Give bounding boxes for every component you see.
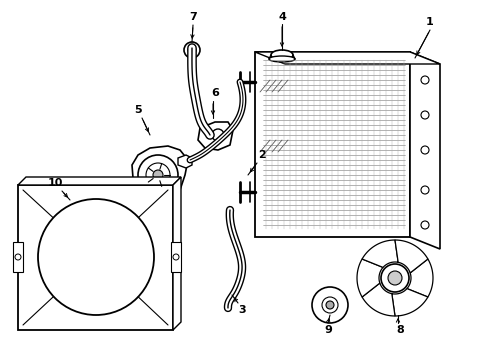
Circle shape [184,42,200,58]
Text: 9: 9 [324,325,332,335]
Circle shape [146,163,170,187]
Circle shape [421,186,429,194]
Circle shape [326,301,334,309]
Text: 4: 4 [278,12,286,22]
Bar [171,242,181,272]
Circle shape [421,146,429,154]
Polygon shape [395,240,428,273]
Ellipse shape [269,56,295,62]
Circle shape [312,287,348,323]
Circle shape [212,129,224,141]
Polygon shape [392,289,428,316]
Text: 8: 8 [396,325,404,335]
Ellipse shape [271,50,293,60]
Circle shape [388,271,402,285]
Polygon shape [357,259,383,297]
Polygon shape [178,155,192,168]
Circle shape [421,221,429,229]
Bar [255,52,410,237]
Circle shape [381,264,409,292]
Circle shape [421,111,429,119]
Text: 5: 5 [134,105,142,115]
Text: 2: 2 [258,150,266,160]
Circle shape [138,155,178,195]
Bar [13,242,23,272]
Polygon shape [407,259,433,297]
Circle shape [322,297,338,313]
Circle shape [15,254,21,260]
Text: 1: 1 [426,17,434,27]
Polygon shape [198,122,233,150]
Circle shape [421,76,429,84]
Polygon shape [410,52,440,249]
Text: 7: 7 [189,12,197,22]
Polygon shape [255,52,440,64]
Polygon shape [132,146,188,198]
Polygon shape [18,177,181,185]
Circle shape [188,46,196,54]
Bar [18,185,173,330]
Text: 10: 10 [48,178,63,188]
Polygon shape [362,240,398,267]
Circle shape [153,170,163,180]
Polygon shape [362,283,395,316]
Text: 6: 6 [211,88,219,98]
Polygon shape [173,177,181,330]
Polygon shape [143,196,165,210]
Text: 3: 3 [238,305,246,315]
Circle shape [173,254,179,260]
